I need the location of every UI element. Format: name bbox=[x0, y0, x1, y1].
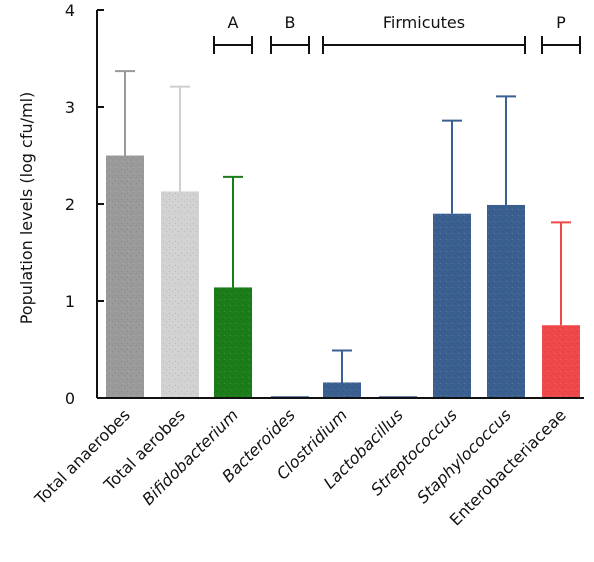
y-tick-label: 1 bbox=[65, 292, 75, 311]
bars bbox=[97, 70, 584, 399]
bar-texture bbox=[161, 191, 199, 398]
group-label: B bbox=[285, 13, 296, 32]
category-label: Bifidobacterium bbox=[138, 405, 241, 508]
category-label: Staphylococcus bbox=[413, 405, 515, 507]
bar-texture bbox=[106, 155, 144, 398]
group-label: A bbox=[228, 13, 239, 32]
group-brackets: A B Firmicutes P bbox=[213, 13, 581, 54]
bar-texture bbox=[542, 325, 580, 398]
bar-texture bbox=[487, 204, 525, 398]
y-tick-label: 0 bbox=[65, 389, 75, 408]
y-tick-label: 3 bbox=[65, 98, 75, 117]
category-label: Total anaerobes bbox=[30, 405, 134, 509]
y-axis-title: Population levels (log cfu/ml) bbox=[17, 92, 36, 325]
bar-texture bbox=[214, 287, 252, 398]
group-label: P bbox=[556, 13, 566, 32]
group-label: Firmicutes bbox=[383, 13, 465, 32]
bar-texture bbox=[433, 213, 471, 398]
y-axis: 0 1 2 3 4 bbox=[65, 1, 104, 408]
y-tick-label: 2 bbox=[65, 195, 75, 214]
bar-texture bbox=[323, 382, 361, 398]
y-tick-label: 4 bbox=[65, 1, 75, 20]
